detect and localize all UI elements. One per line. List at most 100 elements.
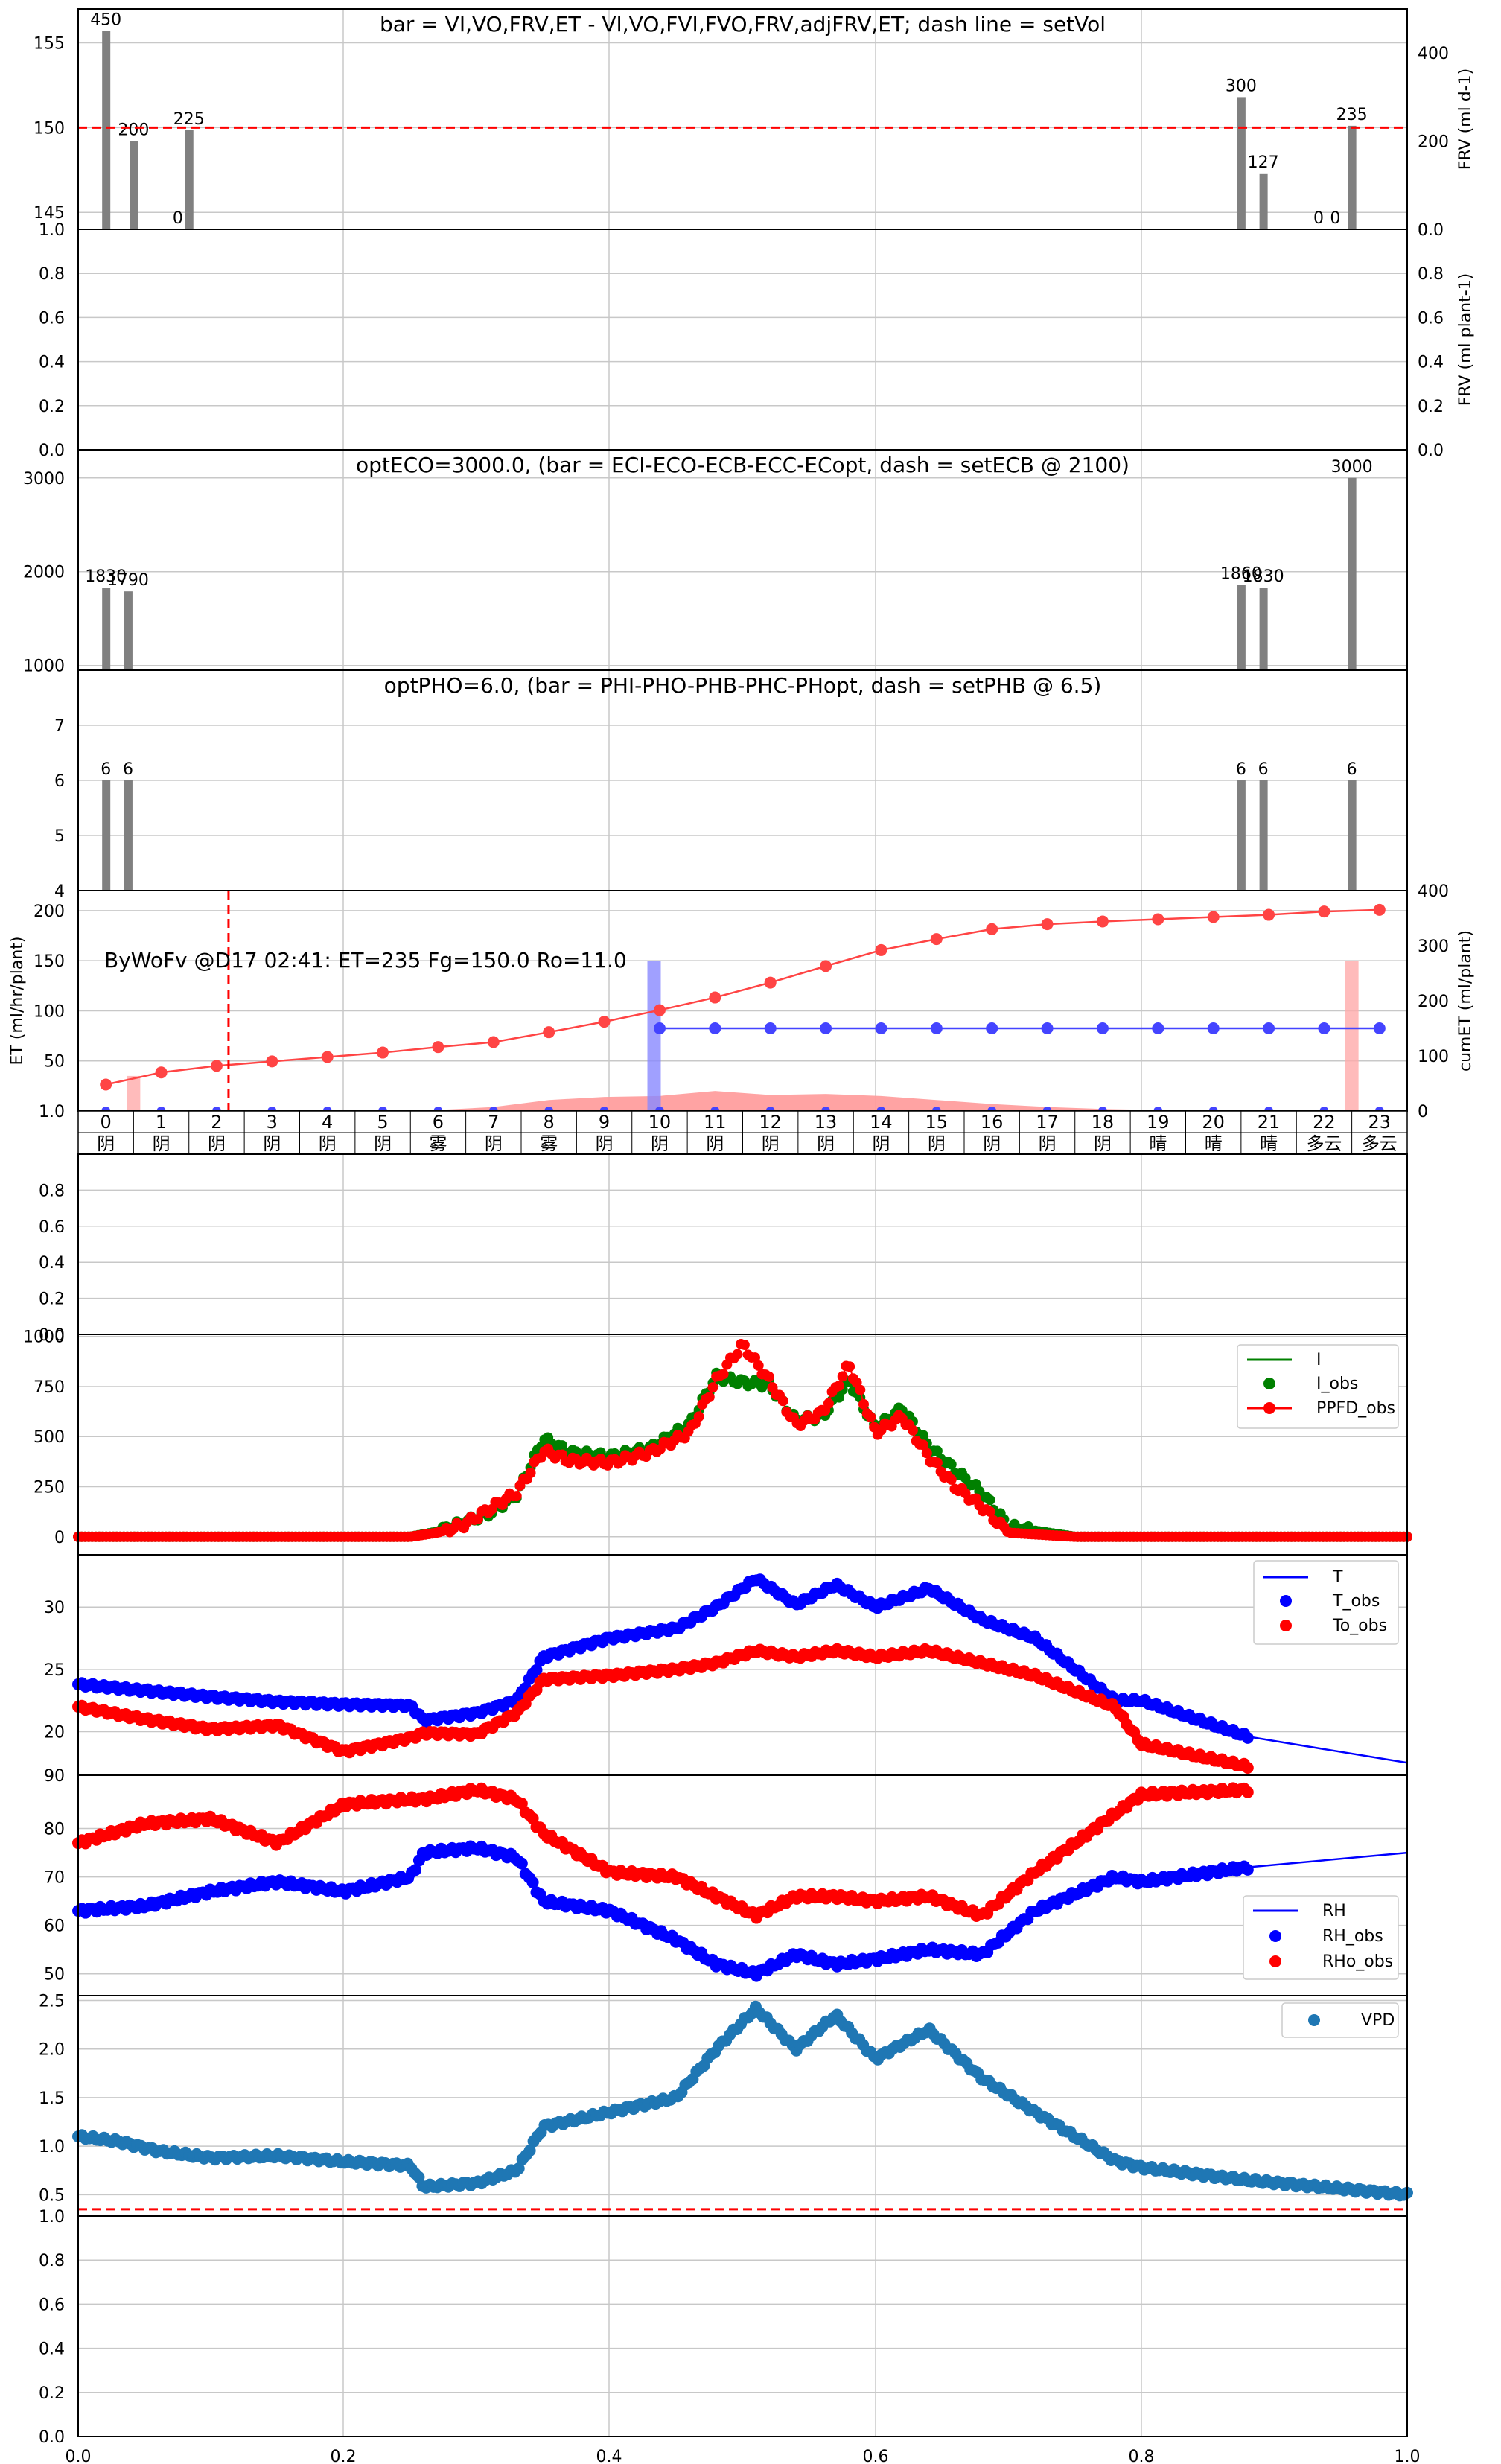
legend: I I_obs PPFD_obs	[1237, 1344, 1399, 1429]
y-tick-label: 1.0	[39, 221, 65, 240]
hour-cell: 22	[1313, 1112, 1336, 1133]
chart-title: optPHO=6.0, (bar = PHI-PHO-PHB-PHC-PHopt…	[384, 673, 1102, 698]
hour-cell: 1	[156, 1112, 167, 1133]
bar-value-label: 300	[1226, 77, 1257, 95]
ppfd-obs-point	[763, 1371, 774, 1382]
x-tick-label: 0.0	[66, 2448, 92, 2464]
weather-cell: 阴	[928, 1133, 946, 1154]
y-tick-label: 3000	[23, 470, 65, 488]
bar-value-label: 450	[90, 11, 121, 30]
x-tick-label: 0.6	[863, 2448, 889, 2464]
cumet-point	[1318, 905, 1330, 918]
y-tick-label: 1.0	[39, 2208, 65, 2226]
y-tick-label: 0.4	[39, 2340, 65, 2359]
cumet-point	[543, 1026, 555, 1039]
cumet-point	[210, 1060, 223, 1072]
cumet-point	[986, 923, 998, 935]
axes-frame	[77, 229, 1408, 451]
legend-dot-swatch	[1280, 1595, 1292, 1607]
cumet-point	[266, 1055, 278, 1068]
cumet-point	[1152, 913, 1164, 926]
legend-dot-swatch	[1263, 1378, 1275, 1389]
chart-title: optECO=3000.0, (bar = ECI-ECO-ECB-ECC-EC…	[356, 453, 1129, 477]
y2-tick-label: 0.6	[1418, 309, 1444, 328]
bar-value-label: 127	[1248, 153, 1279, 172]
plateau-point	[930, 1022, 943, 1034]
hour-cell: 10	[648, 1112, 672, 1133]
bar-value-label: 235	[1336, 106, 1368, 124]
axes-frame	[77, 2215, 1408, 2437]
legend: RH RH_obs RHo_obs	[1243, 1895, 1399, 1980]
weather-cell: 雾	[540, 1133, 558, 1154]
y2-axis-label: FRV (ml plant-1)	[1456, 273, 1475, 407]
y2-tick-label: 0	[1418, 1103, 1428, 1121]
rh-obs-point	[409, 1864, 422, 1876]
hour-cell: 17	[1036, 1112, 1059, 1133]
y-tick-label: 0.8	[39, 265, 65, 284]
ec-bar	[1237, 585, 1246, 670]
bar-value-label: 200	[118, 121, 149, 140]
y-axis-label: ET (ml/hr/plant)	[8, 937, 27, 1066]
y-tick-label: 0.6	[39, 309, 65, 328]
rho-obs-point	[515, 1798, 528, 1810]
weather-cell: 阴	[319, 1133, 337, 1154]
y-tick-label: 2.0	[39, 2041, 65, 2060]
ppfd-obs-point	[704, 1392, 715, 1403]
hour-cell: 20	[1202, 1112, 1225, 1133]
ppfd-obs-point	[525, 1468, 536, 1479]
plateau-point	[1096, 1022, 1109, 1034]
ppfd-obs-point	[693, 1411, 704, 1422]
ppfd-obs-point	[855, 1384, 866, 1395]
weather-cell: 阴	[817, 1133, 835, 1154]
y-tick-label: 70	[44, 1869, 65, 1888]
cumet-point	[1096, 915, 1109, 928]
cumet-point	[1041, 918, 1054, 931]
ph-bar	[1237, 780, 1246, 891]
cumet-point	[321, 1051, 334, 1063]
hour-cell: 16	[981, 1112, 1004, 1133]
ppfd-obs-point	[844, 1361, 855, 1372]
y-tick-label: 150	[34, 119, 65, 138]
cumet-point	[653, 1004, 666, 1016]
y2-tick-label: 100	[1418, 1048, 1449, 1066]
y-tick-label: 2.5	[39, 1993, 65, 2011]
weather-cell: 阴	[1094, 1133, 1112, 1154]
y-tick-label: 1000	[23, 1328, 65, 1347]
y-tick-label: 0.6	[39, 2296, 65, 2314]
y2-tick-label: 200	[1418, 133, 1449, 152]
y-tick-label: 0.4	[39, 354, 65, 372]
y-tick-label: 4	[54, 882, 65, 901]
hour-cell: 4	[322, 1112, 333, 1133]
hour-cell: 15	[925, 1112, 949, 1133]
y-tick-label: 200	[34, 902, 65, 921]
panel-humidity: 50 60 70 80 RH RH_obs RHo_obs	[44, 1774, 1408, 1996]
to-obs-point	[1241, 1761, 1254, 1774]
legend-entry: RH	[1322, 1902, 1346, 1920]
hour-cell: 2	[211, 1112, 222, 1133]
y2-tick-label: 0.4	[1418, 354, 1444, 372]
ppfd-obs-point	[865, 1412, 876, 1423]
rh-obs-point	[515, 1857, 528, 1870]
legend-dot-swatch	[1263, 1402, 1275, 1414]
legend-entry: PPFD_obs	[1316, 1399, 1395, 1418]
hour-cell: 0	[101, 1112, 112, 1133]
legend: T T_obs To_obs	[1253, 1560, 1399, 1645]
legend: VPD	[1281, 2002, 1399, 2038]
ppfd-obs-point	[837, 1371, 848, 1382]
plateau-point	[820, 1022, 832, 1034]
y-tick-label: 1.0	[39, 2138, 65, 2156]
panel-empty-11: 0.0 0.2 0.4 0.6 0.8 1.0 0.0 0.2 0.4 0.6 0.8 1.0	[39, 2208, 1421, 2464]
weather-cell: 阴	[97, 1133, 115, 1154]
axes-frame	[77, 8, 1408, 230]
y-tick-label: 6	[54, 772, 65, 791]
bar-value-label: 1790	[107, 571, 149, 590]
ppfd-obs-point	[753, 1360, 764, 1371]
bar-value-label: 0	[1330, 209, 1340, 228]
plateau-point	[653, 1022, 666, 1034]
ppfd-obs-point	[732, 1349, 743, 1360]
rh-obs-point	[1241, 1863, 1254, 1876]
y2-tick-label: 400	[1418, 882, 1449, 901]
panel-temperature: 20 25 30 90 T T_obs To_obs	[44, 1554, 1408, 1786]
cumet-point	[100, 1078, 112, 1091]
legend-entry: RH_obs	[1322, 1927, 1383, 1946]
